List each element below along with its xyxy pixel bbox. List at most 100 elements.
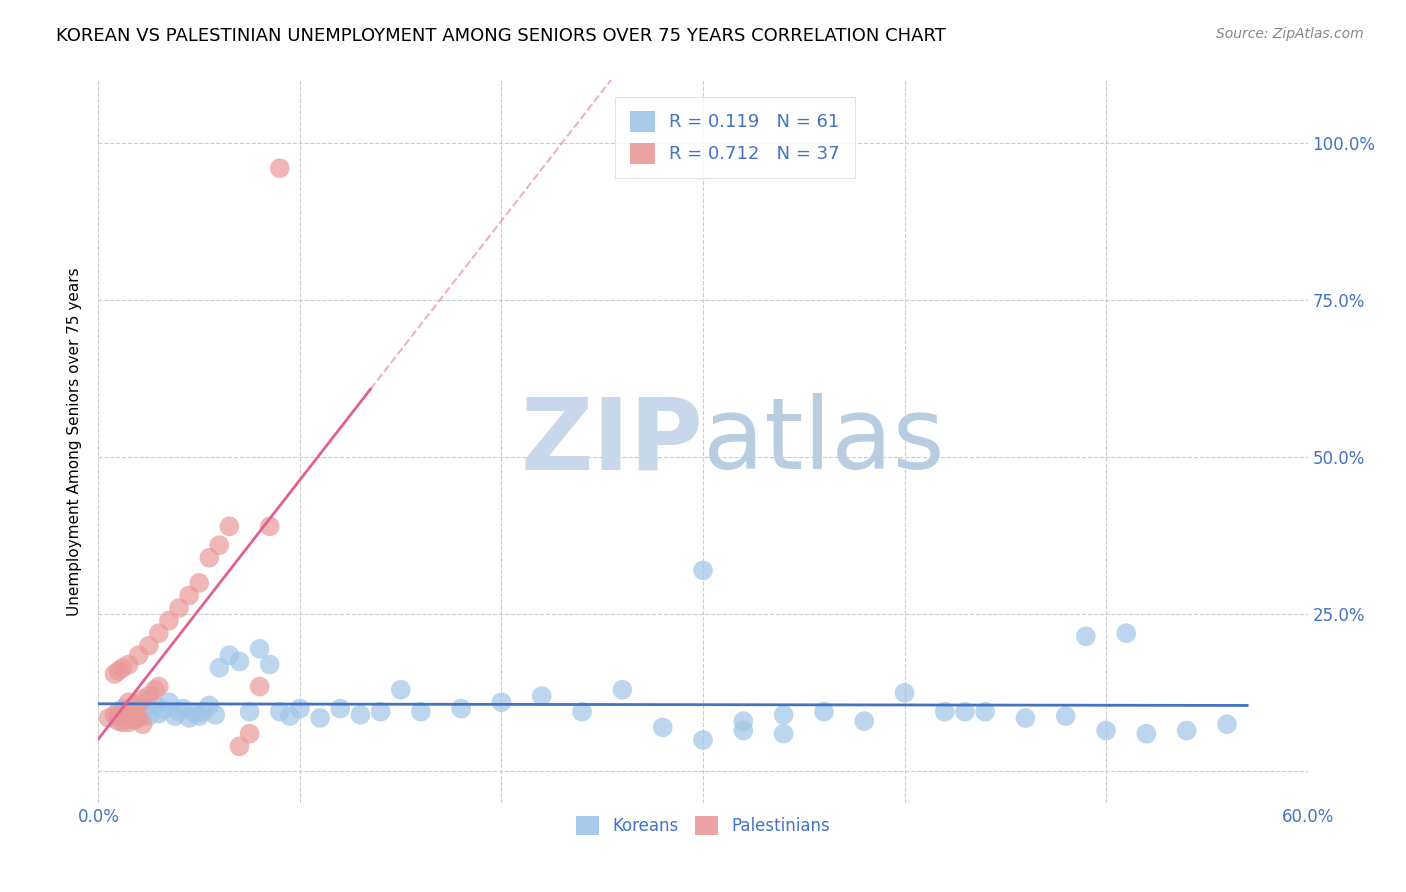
Point (329, 701, 352, 715)
Point (143, 682, 166, 697)
Point (179, 589, 201, 603)
Point (1216, 717, 1239, 731)
Point (1074, 629, 1097, 643)
Point (692, 733, 714, 747)
Point (733, 723, 755, 738)
Point (128, 707, 150, 722)
Point (148, 626, 170, 640)
Point (409, 705, 432, 719)
Point (1054, 709, 1077, 723)
Point (208, 661, 231, 675)
Point (111, 701, 134, 715)
Point (228, 739, 250, 754)
Point (239, 705, 262, 719)
Point (107, 664, 129, 678)
Point (571, 705, 593, 719)
Text: Source: ZipAtlas.com: Source: ZipAtlas.com (1216, 27, 1364, 41)
Point (491, 695, 513, 709)
Point (772, 727, 794, 741)
Point (813, 705, 835, 719)
Point (107, 714, 129, 728)
Point (288, 701, 311, 715)
Point (450, 701, 472, 715)
Point (651, 720, 673, 734)
Point (188, 709, 211, 723)
Point (111, 709, 134, 723)
Point (118, 705, 141, 719)
Point (152, 703, 174, 717)
Y-axis label: Unemployment Among Seniors over 75 years: Unemployment Among Seniors over 75 years (67, 268, 83, 615)
Point (1115, 626, 1137, 640)
Point (733, 714, 755, 728)
Point (118, 695, 141, 709)
Point (193, 705, 215, 719)
Point (772, 707, 794, 722)
Point (692, 563, 714, 577)
Text: ZIP: ZIP (520, 393, 703, 490)
Point (1014, 711, 1036, 725)
Point (132, 692, 155, 706)
Point (218, 648, 240, 662)
Point (853, 714, 876, 728)
Point (208, 538, 231, 552)
Point (893, 686, 915, 700)
Point (128, 648, 150, 662)
Point (530, 689, 553, 703)
Text: atlas: atlas (703, 393, 945, 490)
Point (138, 639, 160, 653)
Point (259, 657, 281, 672)
Point (309, 711, 332, 725)
Point (148, 680, 170, 694)
Point (107, 705, 129, 719)
Point (204, 707, 226, 722)
Point (103, 667, 125, 681)
Point (249, 641, 271, 656)
Point (124, 713, 146, 727)
Point (143, 698, 166, 713)
Point (1095, 723, 1118, 738)
Point (612, 682, 634, 697)
Point (111, 661, 134, 675)
Point (163, 709, 186, 723)
Point (124, 698, 146, 713)
Point (179, 711, 201, 725)
Point (389, 682, 412, 697)
Point (974, 705, 997, 719)
Point (128, 697, 150, 711)
Point (167, 705, 190, 719)
Point (132, 717, 155, 731)
Point (111, 715, 134, 730)
Point (1135, 727, 1157, 741)
Point (138, 689, 160, 703)
Point (198, 550, 221, 565)
Point (97, 711, 120, 725)
Point (269, 161, 291, 176)
Text: KOREAN VS PALESTINIAN UNEMPLOYMENT AMONG SENIORS OVER 75 YEARS CORRELATION CHART: KOREAN VS PALESTINIAN UNEMPLOYMENT AMONG… (56, 27, 946, 45)
Point (118, 715, 141, 730)
Point (239, 727, 262, 741)
Point (249, 680, 271, 694)
Point (138, 709, 160, 723)
Point (269, 705, 291, 719)
Point (118, 657, 141, 672)
Point (128, 711, 150, 725)
Point (148, 706, 170, 721)
Point (278, 709, 301, 723)
Point (228, 655, 250, 669)
Point (132, 701, 155, 715)
Point (349, 707, 371, 722)
Point (188, 575, 211, 590)
Point (124, 711, 146, 725)
Point (259, 519, 281, 533)
Point (934, 705, 956, 719)
Point (172, 701, 194, 715)
Point (107, 709, 129, 723)
Point (157, 695, 180, 709)
Point (167, 601, 190, 615)
Point (184, 706, 207, 721)
Point (118, 705, 141, 719)
Point (198, 698, 221, 713)
Point (1175, 723, 1198, 738)
Point (157, 614, 180, 628)
Legend: Koreans, Palestinians: Koreans, Palestinians (565, 805, 841, 845)
